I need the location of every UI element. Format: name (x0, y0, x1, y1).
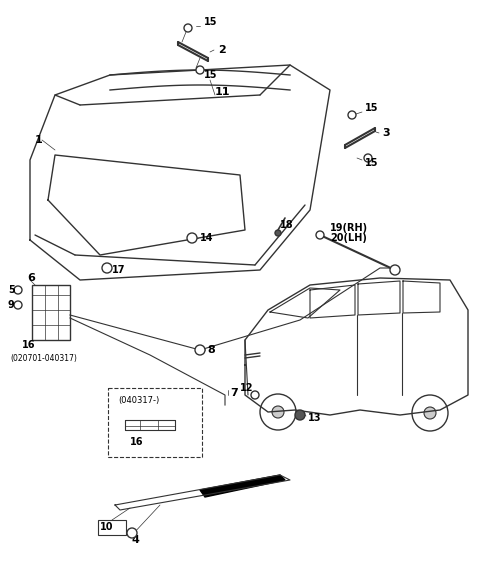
Text: 15: 15 (365, 158, 379, 168)
Text: 16: 16 (22, 340, 36, 350)
Text: 13: 13 (308, 413, 322, 423)
Text: 15: 15 (204, 17, 217, 27)
Circle shape (275, 230, 281, 236)
Circle shape (272, 406, 284, 418)
Circle shape (260, 394, 296, 430)
Text: 18: 18 (280, 220, 294, 230)
Text: 17: 17 (112, 265, 125, 275)
Text: 14: 14 (200, 233, 214, 243)
Text: 10: 10 (100, 522, 113, 532)
Circle shape (295, 410, 305, 420)
FancyBboxPatch shape (32, 285, 70, 340)
Text: 6: 6 (27, 273, 35, 283)
Text: 16: 16 (130, 437, 144, 447)
Text: 1: 1 (35, 135, 43, 145)
Circle shape (316, 231, 324, 239)
Circle shape (364, 154, 372, 162)
Text: 5: 5 (8, 285, 15, 295)
Text: (040317-): (040317-) (118, 395, 159, 404)
Text: 20(LH): 20(LH) (330, 233, 367, 243)
Circle shape (14, 286, 22, 294)
Circle shape (127, 528, 137, 538)
Circle shape (184, 24, 192, 32)
Text: 9: 9 (8, 300, 15, 310)
Circle shape (195, 345, 205, 355)
Circle shape (14, 301, 22, 309)
Text: 15: 15 (365, 103, 379, 113)
Text: 2: 2 (218, 45, 226, 55)
Circle shape (196, 66, 204, 74)
Text: 8: 8 (207, 345, 215, 355)
Text: 7: 7 (230, 388, 238, 398)
Circle shape (412, 395, 448, 431)
Text: 4: 4 (132, 535, 140, 545)
Text: 19(RH): 19(RH) (330, 223, 368, 233)
Bar (98, 520, 126, 535)
Circle shape (251, 391, 259, 399)
Text: 11: 11 (215, 87, 230, 97)
Text: 3: 3 (382, 128, 390, 138)
Circle shape (187, 233, 197, 243)
Circle shape (348, 111, 356, 119)
Text: 12: 12 (240, 383, 253, 393)
Circle shape (390, 265, 400, 275)
Circle shape (424, 407, 436, 419)
Text: 15: 15 (204, 70, 217, 80)
FancyBboxPatch shape (108, 388, 202, 457)
Polygon shape (200, 475, 285, 497)
Circle shape (102, 263, 112, 273)
Text: (020701-040317): (020701-040317) (10, 353, 77, 363)
